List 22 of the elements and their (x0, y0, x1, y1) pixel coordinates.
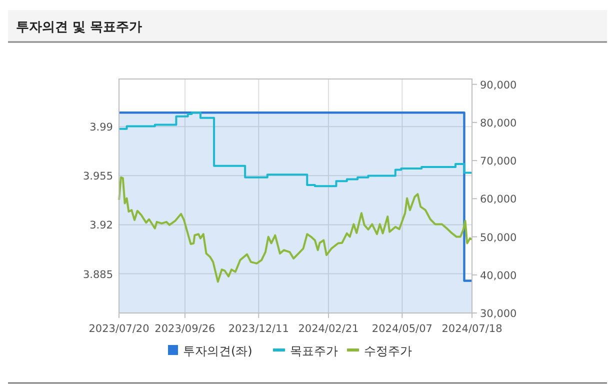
y-tick-label: 3.99 (90, 122, 113, 134)
x-tick-label: 2024/05/07 (372, 323, 432, 335)
chart-title: 투자의견 및 목표주가 (16, 20, 142, 35)
y2-tick-label: 50,000 (480, 232, 517, 244)
x-tick-label: 2024/02/21 (298, 323, 359, 335)
y2-tick-label: 40,000 (480, 270, 517, 282)
y2-tick-label: 80,000 (480, 117, 517, 130)
y-tick-label: 3.92 (90, 220, 113, 232)
legend-label: 목표주가 (290, 344, 338, 358)
y-tick-label: 3.885 (82, 268, 113, 281)
x-tick-label: 2023/07/20 (88, 323, 150, 335)
y-tick-label: 3.955 (82, 170, 113, 183)
y2-tick-label: 90,000 (480, 79, 517, 92)
y2-tick-label: 30,000 (480, 308, 517, 320)
legend-label: 수정주가 (364, 344, 412, 358)
x-tick-label: 2023/12/11 (228, 323, 289, 335)
y2-tick-label: 70,000 (480, 156, 517, 168)
x-tick-label: 2024/07/18 (442, 323, 502, 335)
y2-tick-label: 60,000 (480, 194, 517, 206)
line-series (118, 176, 473, 283)
legend-label: 투자의견(좌) (183, 344, 252, 358)
x-tick-label: 2023/09/26 (154, 323, 216, 335)
